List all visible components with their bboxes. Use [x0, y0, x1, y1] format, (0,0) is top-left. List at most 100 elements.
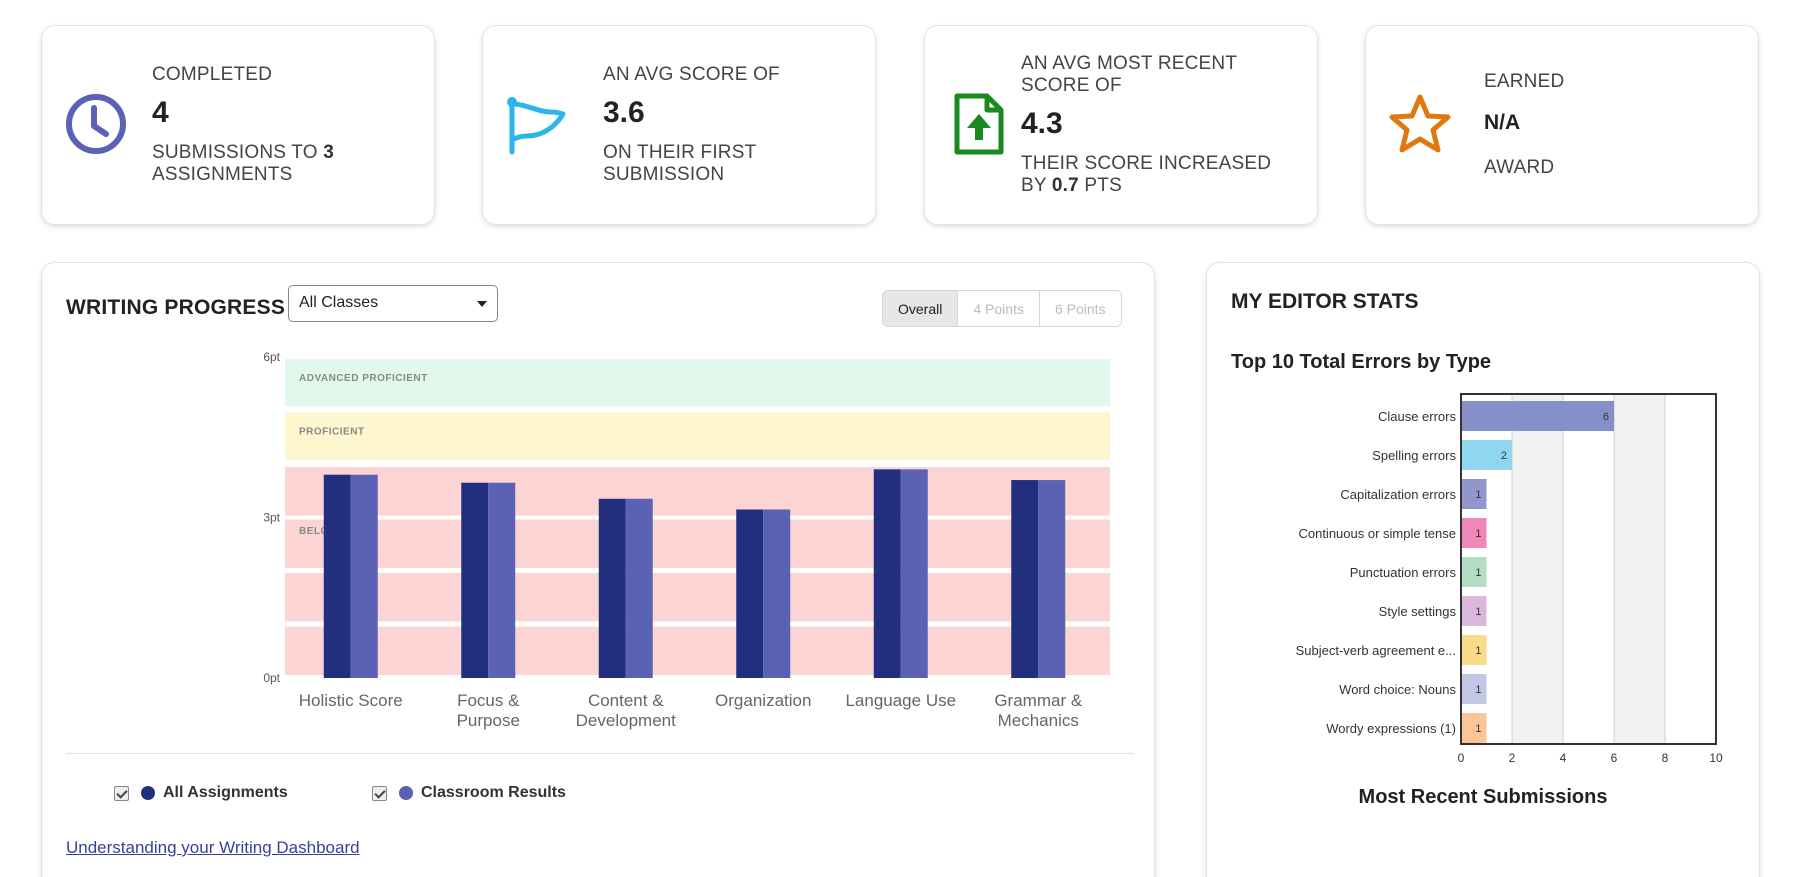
- x-category-label: Language Use: [845, 691, 956, 710]
- x-category-label: Content & Development: [576, 691, 676, 730]
- error-type-label: Wordy expressions (1): [1326, 721, 1456, 736]
- checkbox-all-assignments[interactable]: [114, 785, 129, 801]
- x-tick-label: 6: [1611, 751, 1618, 765]
- understanding-dashboard-link[interactable]: Understanding your Writing Dashboard: [66, 838, 360, 857]
- error-bar: [1461, 557, 1487, 587]
- error-bar: [1461, 518, 1487, 548]
- error-bar: [1461, 596, 1487, 626]
- bar-all-assignments: [873, 469, 901, 678]
- error-type-label: Continuous or simple tense: [1298, 526, 1456, 541]
- legend-dot-icon: [399, 786, 413, 800]
- stat-label-bottom: SUBMISSIONS TO 3 ASSIGNMENTS: [152, 142, 335, 185]
- stat-label-top: AN AVG SCORE OF: [603, 64, 780, 85]
- bar-all-assignments: [323, 474, 351, 678]
- bar-all-assignments: [736, 509, 764, 678]
- score-scale-tabs: Overall 4 Points 6 Points: [882, 290, 1122, 327]
- stat-label-bottom: ON THEIR FIRST SUBMISSION: [603, 142, 757, 185]
- error-bar: [1461, 479, 1487, 509]
- tab-4-points[interactable]: 4 Points: [957, 291, 1039, 326]
- stat-value: N/A: [1484, 111, 1521, 134]
- bar-classroom-results: [625, 498, 653, 678]
- bar-classroom-results: [763, 509, 791, 678]
- error-bar: [1461, 713, 1487, 743]
- bar-value-label: 1: [1475, 528, 1481, 540]
- band-label: ADVANCED PROFICIENT: [299, 373, 428, 384]
- x-category-label: Grammar & Mechanics: [994, 691, 1083, 730]
- legend-classroom-results[interactable]: Classroom Results: [372, 784, 566, 802]
- y-tick-label: 0pt: [263, 671, 280, 685]
- stat-label-top: COMPLETED: [152, 64, 273, 85]
- most-recent-submissions-title: Most Recent Submissions: [1358, 786, 1608, 808]
- x-tick-label: 0: [1458, 751, 1465, 765]
- stat-value: 4.3: [1021, 107, 1063, 140]
- x-category-label: Organization: [715, 691, 811, 710]
- bar-all-assignments: [598, 498, 626, 678]
- band-label: PROFICIENT: [299, 427, 365, 438]
- band-proficient: [285, 412, 1110, 460]
- bar-classroom-results: [900, 469, 928, 678]
- band-label: BELOW: [299, 526, 339, 537]
- stat-label-bottom: THEIR SCORE INCREASED BY 0.7 PTS: [1021, 153, 1272, 196]
- bar-value-label: 2: [1501, 450, 1507, 462]
- caret-down-icon: [477, 301, 487, 307]
- bar-classroom-results: [350, 474, 378, 678]
- stat-value: 3.6: [603, 96, 645, 129]
- x-category-label: Holistic Score: [299, 691, 403, 710]
- plot-frame: [1460, 393, 1717, 745]
- error-type-label: Word choice: Nouns: [1339, 682, 1456, 697]
- stat-value: 4: [152, 96, 169, 129]
- error-type-label: Clause errors: [1378, 409, 1457, 424]
- flag-icon: [507, 97, 566, 155]
- x-category-label: Focus & Purpose: [457, 691, 521, 730]
- x-tick-label: 2: [1509, 751, 1516, 765]
- stat-label-top: EARNED: [1484, 71, 1565, 92]
- bar-value-label: 1: [1475, 645, 1481, 657]
- x-tick-label: 10: [1709, 751, 1723, 765]
- tab-overall[interactable]: Overall: [883, 291, 958, 326]
- legend-divider: [66, 753, 1134, 754]
- bar-classroom-results: [488, 482, 516, 678]
- bar-value-label: 1: [1475, 489, 1481, 501]
- bar-classroom-results: [1038, 480, 1066, 678]
- bar-value-label: 1: [1475, 567, 1481, 579]
- stat-label-bottom: AWARD: [1484, 157, 1555, 178]
- grid-band: [1614, 394, 1665, 744]
- stat-card-avg-score: AN AVG SCORE OF 3.6 ON THEIR FIRST SUBMI…: [482, 25, 876, 225]
- error-type-label: Style settings: [1379, 604, 1457, 619]
- bar-all-assignments: [1011, 480, 1039, 678]
- band-below: [285, 467, 1110, 516]
- tab-6-points[interactable]: 6 Points: [1038, 291, 1121, 326]
- bar-value-label: 1: [1475, 606, 1481, 618]
- writing-progress-chart: ADVANCED PROFICIENT PROFICIENT BELOW 6pt 3pt…: [263, 350, 1110, 730]
- legend-label: All Assignments: [163, 784, 288, 801]
- checkbox-classroom-results[interactable]: [372, 785, 387, 801]
- bar-value-label: 1: [1475, 684, 1481, 696]
- stat-label-top: AN AVG MOST RECENT SCORE OF: [1021, 53, 1237, 96]
- bar-value-label: 1: [1475, 723, 1481, 735]
- bar-all-assignments: [461, 482, 489, 678]
- error-type-label: Capitalization errors: [1340, 487, 1456, 502]
- error-bar: [1461, 440, 1512, 470]
- error-type-label: Punctuation errors: [1350, 565, 1457, 580]
- stat-card-completed: COMPLETED 4 SUBMISSIONS TO 3 ASSIGNMENTS: [41, 25, 435, 225]
- band-below: [285, 626, 1110, 675]
- error-bar: [1461, 401, 1614, 431]
- editor-stats-title: MY EDITOR STATS: [1231, 290, 1419, 313]
- error-type-label: Subject-verb agreement e...: [1296, 643, 1456, 658]
- class-select[interactable]: All Classes: [288, 285, 498, 322]
- bar-value-label: 6: [1603, 411, 1609, 423]
- y-tick-label: 3pt: [263, 511, 280, 525]
- grid-band: [1512, 394, 1563, 744]
- x-tick-label: 8: [1662, 751, 1669, 765]
- star-icon: [1389, 94, 1451, 153]
- writing-progress-title: WRITING PROGRESS: [66, 296, 286, 319]
- y-tick-label: 6pt: [263, 350, 280, 364]
- legend-all-assignments[interactable]: All Assignments: [114, 784, 288, 802]
- legend-dot-icon: [141, 786, 155, 800]
- class-select-value: All Classes: [299, 294, 379, 311]
- error-bar: [1461, 674, 1487, 704]
- errors-by-type-chart: 0 2 4 6 8 10 6 Clause errors 2 Spelling errors 1 Ca…: [1296, 393, 1723, 765]
- error-type-label: Spelling errors: [1372, 448, 1456, 463]
- x-tick-label: 4: [1560, 751, 1567, 765]
- stat-card-recent-score: AN AVG MOST RECENT SCORE OF 4.3 THEIR SC…: [924, 25, 1318, 225]
